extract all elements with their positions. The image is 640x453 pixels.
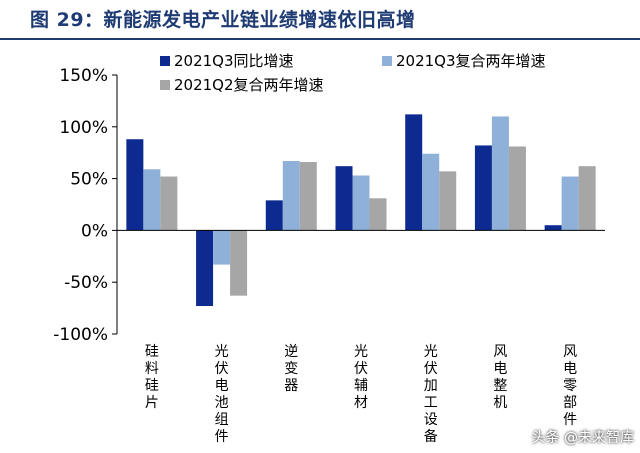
bar-series-3 — [299, 162, 317, 231]
bar-series-1 — [126, 139, 144, 231]
legend-swatch-3 — [160, 80, 170, 90]
y-tick-label: -100% — [53, 325, 108, 345]
x-category-label: 风电零部件 — [563, 344, 577, 428]
x-axis-categories: 硅料硅片 光伏电池组件 逆变器 光伏辅材 光伏加工设备 风电整机 风电零部件 — [145, 344, 577, 445]
bar-series-3 — [230, 230, 248, 296]
legend-swatch-2 — [382, 56, 392, 66]
bar-series-2 — [422, 153, 440, 231]
x-category-label: 光伏辅材 — [354, 344, 368, 411]
legend-label-2: 2021Q3复合两年增速 — [396, 52, 546, 70]
y-tick-label: 150% — [59, 66, 108, 86]
chart-legend: 2021Q3同比增速 2021Q3复合两年增速 2021Q2复合两年增速 — [160, 52, 546, 94]
watermark: 头条 @未来智库 — [531, 430, 634, 446]
x-category-label: 光伏电池组件 — [215, 344, 229, 445]
y-tick-label: 0% — [81, 221, 108, 241]
bar-series-1 — [335, 166, 353, 231]
bar-series-2 — [282, 160, 300, 231]
bar-series-1 — [265, 200, 283, 231]
bar-series-1 — [405, 114, 423, 231]
x-category-label: 光伏加工设备 — [424, 344, 438, 445]
y-tick-label: 100% — [59, 118, 108, 138]
bar-series-1 — [544, 225, 562, 231]
x-category-label: 逆变器 — [284, 344, 298, 394]
figure-title: 图 29：新能源发电产业链业绩增速依旧高增 — [0, 0, 640, 40]
bar-series-3 — [578, 166, 596, 231]
bar-series-1 — [196, 230, 214, 307]
y-tick-label: -50% — [64, 273, 108, 293]
bar-series-3 — [160, 176, 178, 231]
x-category-label: 风电整机 — [493, 344, 507, 411]
x-category-label: 硅料硅片 — [145, 344, 159, 411]
y-tick-label: 50% — [70, 170, 108, 190]
bar-series-2 — [143, 169, 161, 231]
bars-group — [126, 114, 596, 307]
bar-series-3 — [369, 198, 387, 231]
bar-series-2 — [213, 230, 231, 265]
bar-series-3 — [439, 171, 457, 231]
legend-swatch-1 — [160, 56, 170, 66]
bar-series-2 — [561, 176, 579, 231]
legend-label-1: 2021Q3同比增速 — [174, 52, 294, 70]
bar-series-1 — [474, 145, 492, 231]
bar-series-2 — [491, 116, 509, 231]
y-axis-ticks: 150% 100% 50% 0% -50% -100% — [53, 66, 117, 345]
legend-label-3: 2021Q2复合两年增速 — [174, 76, 324, 94]
bar-series-3 — [508, 146, 526, 231]
bar-series-2 — [352, 175, 370, 231]
